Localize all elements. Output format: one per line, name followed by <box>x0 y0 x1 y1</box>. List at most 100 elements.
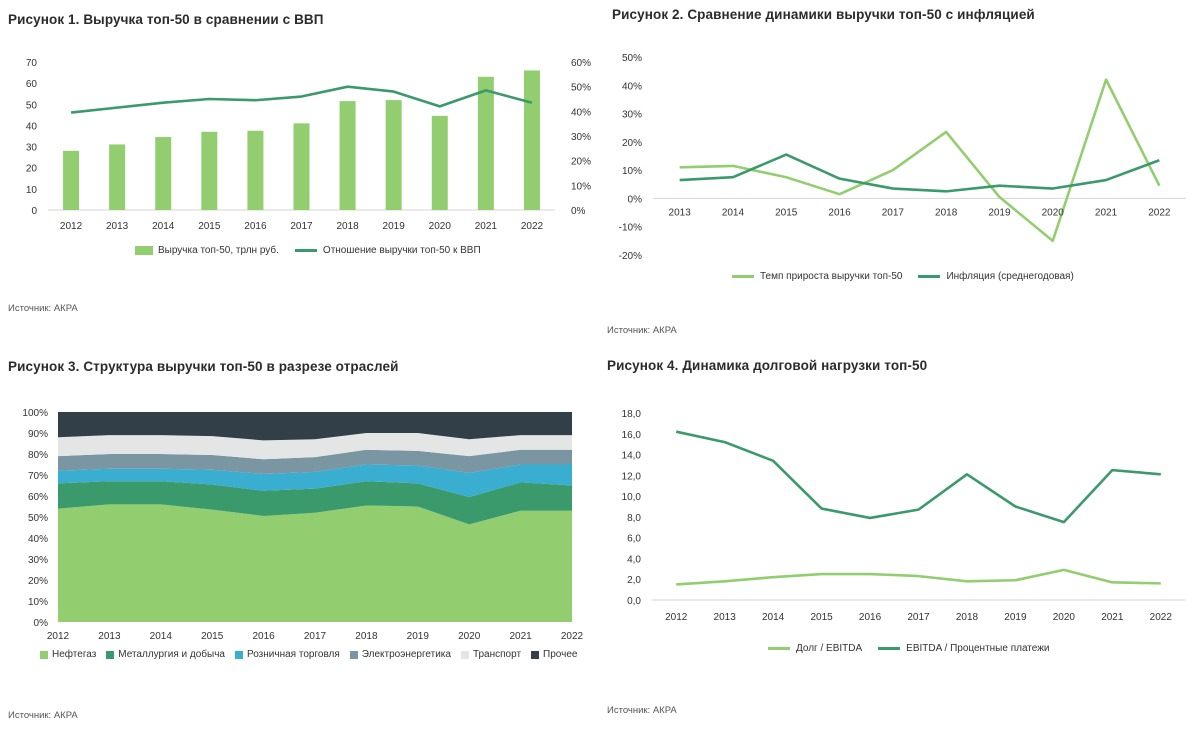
area-transport <box>58 433 572 460</box>
fig3-legend-item-1: Металлургия и добыча <box>106 649 225 660</box>
legend-line-swatch <box>878 647 901 650</box>
x-tick-label: 2013 <box>669 207 692 218</box>
legend-line-swatch <box>918 275 941 278</box>
legend-line-swatch <box>732 275 754 278</box>
y-right-tick-label: 20% <box>571 157 591 168</box>
x-tick-label: 2012 <box>665 612 688 623</box>
fig1-source: Источник: АКРА <box>8 303 78 314</box>
y-tick-label: 8,0 <box>627 513 641 524</box>
y-left-tick-label: 30 <box>26 143 38 154</box>
y-left-tick-label: 60 <box>26 79 38 90</box>
gdp-ratio-line <box>70 85 533 114</box>
fig4-legend: Долг / EBITDA EBITDA / Процентные платеж… <box>768 643 1066 654</box>
fig2-title: Рисунок 2. Сравнение динамики выручки то… <box>612 7 1035 22</box>
fig4-legend-coverage: EBITDA / Процентные платежи <box>878 643 1050 654</box>
y-right-tick-label: 40% <box>571 107 591 118</box>
y-tick-label: 100% <box>22 408 48 419</box>
fig3-legend-label: Прочее <box>543 649 578 660</box>
y-tick-label: 0% <box>34 618 49 629</box>
y-tick-label: 80% <box>28 450 48 461</box>
y-tick-label: 50% <box>622 53 642 64</box>
fig3-legend-item-2: Розничная торговля <box>235 649 340 660</box>
x-tick-label: 2020 <box>1053 612 1076 623</box>
x-tick-label: 2015 <box>810 612 833 623</box>
x-tick-label: 2018 <box>956 612 979 623</box>
y-right-tick-label: 50% <box>571 83 591 94</box>
x-tick-label: 2017 <box>882 207 905 218</box>
x-tick-label: 2020 <box>1042 207 1065 218</box>
y-tick-label: 40% <box>28 534 48 545</box>
area-energy <box>58 449 572 474</box>
fig2-legend-revenue: Темп прироста выручки топ-50 <box>732 271 902 282</box>
x-tick-label: 2017 <box>304 631 327 642</box>
revenue-bar <box>477 76 494 210</box>
x-tick-label: 2017 <box>907 612 930 623</box>
fig4-legend-coverage-label: EBITDA / Процентные платежи <box>906 643 1050 654</box>
y-tick-label: 20% <box>622 138 642 149</box>
x-tick-label: 2022 <box>561 631 584 642</box>
fig1-legend-bar-label: Выручка топ-50, трлн руб. <box>158 245 279 256</box>
x-tick-label: 2022 <box>1150 612 1173 623</box>
area-retail <box>58 464 572 498</box>
y-left-tick-label: 10 <box>26 185 38 196</box>
y-right-tick-label: 0% <box>571 206 586 217</box>
x-tick-label: 2020 <box>458 631 481 642</box>
y-tick-label: 10% <box>622 166 642 177</box>
x-tick-label: 2013 <box>714 612 737 623</box>
y-right-tick-label: 30% <box>571 132 591 143</box>
fig2-legend-revenue-label: Темп прироста выручки топ-50 <box>760 271 903 282</box>
y-tick-label: 60% <box>28 492 48 503</box>
x-tick-label: 2012 <box>60 221 83 232</box>
x-tick-label: 2012 <box>47 631 70 642</box>
revenue-bar <box>431 115 448 210</box>
x-tick-label: 2015 <box>201 631 224 642</box>
legend-square-swatch <box>106 650 115 659</box>
x-tick-label: 2019 <box>383 221 406 232</box>
fig4-legend-debt: Долг / EBITDA <box>768 643 862 654</box>
y-tick-label: 4,0 <box>627 554 641 565</box>
legend-bar-swatch <box>135 246 153 255</box>
x-tick-label: 2020 <box>429 221 452 232</box>
revenue-bar <box>523 70 540 210</box>
y-tick-label: 0,0 <box>627 596 641 607</box>
x-tick-label: 2016 <box>244 221 267 232</box>
y-tick-label: 10% <box>28 597 48 608</box>
legend-square-swatch <box>40 650 48 659</box>
fig2-legend: Темп прироста выручки топ-50 Инфляция (с… <box>732 271 1090 282</box>
debt-ebitda-line <box>676 568 1161 586</box>
x-tick-label: 2021 <box>509 631 532 642</box>
area-metallurgy <box>58 481 572 525</box>
fig1-legend-bar: Выручка топ-50, трлн руб. <box>135 245 279 256</box>
y-tick-label: 70% <box>28 471 48 482</box>
y-left-tick-label: 40 <box>26 121 38 132</box>
legend-line-swatch <box>768 647 790 650</box>
area-other <box>58 412 572 441</box>
fig4-chart: 0,0 2,0 4,0 6,0 8,0 10,0 12,0 14,0 16,0 18,0 2012 2… <box>622 409 1185 623</box>
fig2-legend-inflation: Инфляция (среднегодовая) <box>918 271 1074 282</box>
y-tick-label: 14,0 <box>622 451 642 462</box>
y-left-tick-label: 20 <box>26 164 38 175</box>
revenue-bar <box>155 137 172 210</box>
fig1-title: Рисунок 1. Выручка топ-50 в сравнении с … <box>8 12 324 27</box>
fig3-legend-label: Электроэнергетика <box>361 649 451 660</box>
legend-line-swatch <box>294 249 317 252</box>
revenue-growth-line <box>679 78 1161 243</box>
x-tick-label: 2018 <box>935 207 958 218</box>
revenue-bar <box>385 100 402 210</box>
fig3-title: Рисунок 3. Структура выручки топ-50 в ра… <box>8 359 399 374</box>
y-left-tick-label: 50 <box>26 100 38 111</box>
revenue-bar <box>293 123 310 210</box>
x-tick-label: 2022 <box>521 221 544 232</box>
x-tick-label: 2014 <box>762 612 785 623</box>
x-tick-label: 2014 <box>150 631 173 642</box>
y-tick-label: 40% <box>622 81 642 92</box>
fig2-source: Источник: АКРА <box>607 325 677 336</box>
fig4-title: Рисунок 4. Динамика долговой нагрузки то… <box>607 358 928 373</box>
ebitda-interest-line <box>675 430 1161 524</box>
area-neftegaz <box>58 504 572 622</box>
y-tick-label: 10,0 <box>622 492 642 503</box>
inflation-line <box>679 153 1160 193</box>
legend-square-swatch <box>235 650 243 659</box>
fig3-chart: 0% 10% 20% 30% 40% 50% 60% 70% 80% 90% 100% 2012 201… <box>22 408 584 642</box>
y-tick-label: -10% <box>619 223 642 234</box>
